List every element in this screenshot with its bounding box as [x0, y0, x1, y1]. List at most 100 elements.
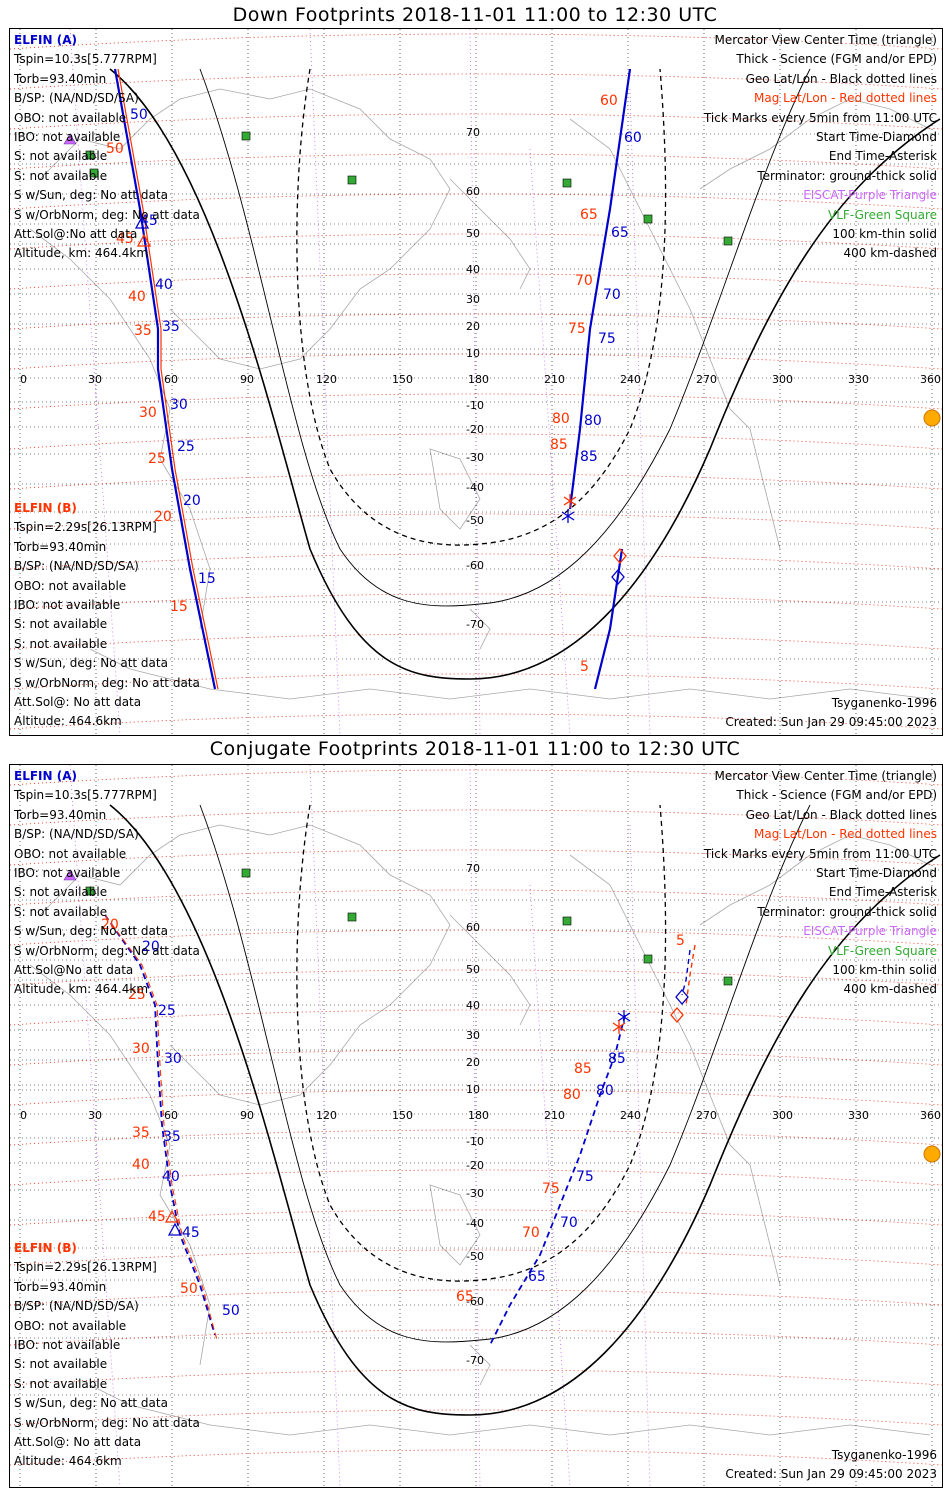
lat-tick-label: -40	[466, 1217, 484, 1230]
orbit-track	[568, 68, 632, 510]
elfin-a-line: B/SP: (NA/ND/SD/SA)	[14, 91, 139, 106]
coastline	[699, 834, 931, 926]
orbit-track	[104, 914, 218, 1341]
vlf-green-square	[562, 178, 572, 188]
elfin-a-line: OBO: not available	[14, 110, 127, 125]
lat-tick-label: -10	[466, 1135, 484, 1148]
lat-tick-label: -70	[466, 1354, 484, 1367]
track-tick-label: 35	[163, 1129, 181, 1145]
track-tick-label: 45	[140, 213, 158, 229]
track-tick-label: 20	[101, 917, 119, 933]
track-tick-label: 30	[164, 1051, 182, 1067]
track-tick-label: 45	[116, 231, 134, 247]
elfin-b-line: Tspin=2.29s[26.13RPM]	[14, 1260, 157, 1275]
lon-tick-label: 180	[468, 373, 489, 386]
legend-item: Mag Lat/Lon - Red dotted lines	[753, 91, 937, 106]
elfin-a-line: Altitude, km: 464.4km	[14, 246, 149, 261]
start-time-diamond	[613, 548, 627, 564]
elfin-b-line: S w/OrbNorm, deg: No att data	[14, 675, 200, 690]
mag-meridian	[309, 29, 341, 735]
elfin-a-line: Torb=93.40min	[14, 71, 107, 86]
lon-tick-label: 90	[240, 373, 254, 386]
elfin-a-info: ELFIN (A) Tspin=10.3s[5.777RPM] Torb=93.40…	[14, 31, 200, 264]
coastline	[29, 228, 211, 630]
coastline	[469, 1344, 491, 1386]
lat-tick-label: -20	[466, 423, 484, 436]
mag-meridian	[629, 88, 651, 735]
elfin-a-line: Tspin=10.3s[5.777RPM]	[14, 52, 157, 67]
end-time-asterisk	[617, 1010, 631, 1024]
orbit-track	[104, 914, 216, 1336]
mag-meridian	[469, 765, 481, 1487]
track-tick-label: 70	[522, 1225, 540, 1241]
elfin-b-line: S: not available	[14, 636, 108, 651]
legend-item: Tick Marks every 5min from 11:00 UTC	[703, 110, 937, 125]
coastline	[89, 648, 931, 700]
track-tick-label: 40	[132, 1157, 150, 1173]
mag-meridian	[69, 765, 121, 1487]
lon-tick-label: 30	[88, 1109, 102, 1122]
sun-icon	[923, 409, 941, 427]
elfin-b-line: IBO: not available	[14, 598, 121, 613]
mag-meridians	[69, 29, 651, 735]
track-tick-label: 65	[611, 225, 629, 241]
legend-item: 100 km-thin solid	[832, 227, 937, 242]
elfin-a-line: S w/Sun, deg: No att data	[14, 188, 168, 203]
elfin-a-line: Altitude, km: 464.4km	[14, 982, 149, 997]
elfin-b-line: S: not available	[14, 617, 108, 632]
elfin-b-line: B/SP: (NA/ND/SD/SA)	[14, 1299, 139, 1314]
legend-item: Geo Lat/Lon - Black dotted lines	[745, 807, 937, 822]
elfin-a-line: B/SP: (NA/ND/SD/SA)	[14, 827, 139, 842]
orbit-track	[681, 949, 691, 996]
vlf-green-square	[347, 912, 357, 922]
lat-tick-label: 10	[466, 1083, 480, 1096]
legend: Mercator View Center Time (triangle) Thic…	[704, 31, 937, 264]
orbit-track	[593, 548, 624, 690]
track-tick-label: 65	[580, 207, 598, 223]
legend-item: EISCAT-Purple Triangle	[803, 924, 937, 939]
track-tick-label: 80	[563, 1087, 581, 1103]
elfin-b-line: S: not available	[14, 1376, 108, 1391]
track-tick-label: 35	[132, 1125, 150, 1141]
lat-tick-label: 40	[466, 263, 480, 276]
lat-tick-label: 30	[466, 1029, 480, 1042]
legend-item: Thick - Science (FGM and/or EPD)	[736, 788, 937, 803]
mag-meridian	[629, 824, 651, 1487]
elfin-b-line: S: not available	[14, 1357, 108, 1372]
elfin-b-line: Torb=93.40min	[14, 1279, 107, 1294]
track-tick-label: 30	[132, 1041, 150, 1057]
lat-tick-label: -10	[466, 399, 484, 412]
lon-tick-label: 210	[544, 373, 565, 386]
elfin-b-line: Att.Sol@: No att data	[14, 695, 142, 710]
elfin-b-line: Att.Sol@: No att data	[14, 1435, 142, 1450]
sun-icon	[923, 1145, 941, 1163]
elfin-b-info: ELFIN (B) Tspin=2.29s[26.13RPM] Torb=93.40…	[14, 1239, 200, 1472]
lon-tick-label: 150	[392, 373, 413, 386]
vlf-green-square	[347, 175, 357, 185]
elfin-a-line: S: not available	[14, 904, 108, 919]
lat-tick-label: 30	[466, 293, 480, 306]
track-tick-label: 15	[198, 571, 216, 587]
elfin-a-line: Att.Sol@No att data	[14, 963, 134, 978]
coastline	[29, 964, 211, 1366]
legend-item: Terminator: ground-thick solid	[757, 904, 937, 919]
lat-tick-label: -40	[466, 481, 484, 494]
eiscat-purple-triangle	[63, 133, 77, 145]
asterisk-stroke	[561, 511, 575, 521]
legend-item: Start Time-Diamond	[815, 130, 937, 145]
elfin-b-line: Altitude: 464.6km	[14, 1454, 122, 1469]
panel-title: Conjugate Footprints 2018-11-01 11:00 to…	[209, 738, 741, 760]
track-tick-label: 80	[596, 1083, 614, 1099]
elfin-a-line: S w/OrbNorm, deg: No att data	[14, 207, 200, 222]
lat-tick-label: -20	[466, 1159, 484, 1172]
elfin-b-title: ELFIN (B)	[14, 501, 77, 515]
track-tick-label: 50	[106, 141, 124, 157]
created-date: Created: Sun Jan 29 09:45:00 2023	[725, 1467, 937, 1482]
track-tick-label: 60	[624, 130, 642, 146]
eiscat-purple-triangle	[63, 869, 77, 881]
lon-tick-label: 120	[316, 373, 337, 386]
coastline	[449, 914, 531, 1026]
track-tick-label: 65	[528, 1269, 546, 1285]
lat-tick-label: 50	[466, 963, 480, 976]
lon-tick-label: 150	[392, 1109, 413, 1122]
